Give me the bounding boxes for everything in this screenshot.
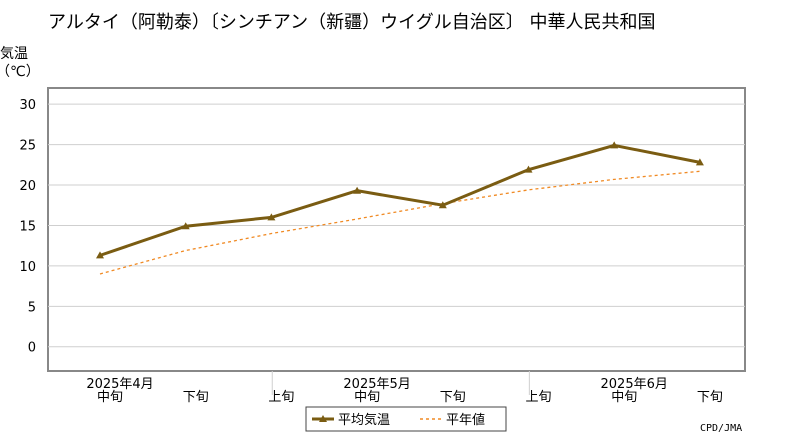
legend: 平均気温 平年値 <box>305 406 507 432</box>
x-axis-ticks: 中旬 下旬 上旬 中旬 下旬 上旬 中旬 下旬 2025年4月 2025年5月 2025年6月 <box>86 371 723 405</box>
x-tick-label: 上旬 <box>268 390 294 405</box>
data-point-avg <box>181 222 190 230</box>
x-tick-label: 下旬 <box>440 390 466 405</box>
grid <box>48 103 745 348</box>
legend-box <box>305 406 507 432</box>
x-tick-label: 中旬 <box>354 390 380 405</box>
chart-title: アルタイ（阿勒泰）〔シンチアン（新疆）ウイグル自治区〕 中華人民共和国 <box>48 12 655 33</box>
plot-frame <box>47 87 746 372</box>
y-axis-label: 気温 <box>0 46 28 62</box>
data-point-avg <box>438 201 447 209</box>
legend-label-avg: 平均気温 <box>338 412 390 428</box>
x-tick-label: 下旬 <box>697 390 723 405</box>
y-tick-label: 15 <box>19 219 36 234</box>
data-point-avg <box>267 213 276 221</box>
series-line-avg <box>99 143 701 257</box>
y-axis-unit: （℃） <box>0 64 40 80</box>
data-point-avg <box>524 165 533 173</box>
data-point-avg <box>96 251 104 259</box>
y-tick-label: 5 <box>28 300 36 315</box>
y-tick-label: 10 <box>19 260 36 275</box>
y-axis-ticks: 0 5 10 15 20 25 30 <box>19 98 36 356</box>
y-tick-label: 30 <box>19 98 36 113</box>
legend-label-normal: 平年値 <box>446 412 485 428</box>
data-point-avg <box>695 158 704 166</box>
month-label: 2025年5月 <box>343 377 410 392</box>
x-tick-label: 中旬 <box>97 390 123 405</box>
series-line-normal <box>99 170 700 275</box>
x-tick-label: 中旬 <box>611 390 637 405</box>
month-label: 2025年6月 <box>601 377 668 392</box>
month-label: 2025年4月 <box>86 377 153 392</box>
x-tick-label: 下旬 <box>183 390 209 405</box>
credit: CPD/JMA <box>700 423 742 434</box>
y-tick-label: 25 <box>19 139 36 154</box>
data-point-avg <box>353 186 362 194</box>
y-tick-label: 0 <box>28 341 36 356</box>
series-layer <box>96 141 704 275</box>
x-tick-label: 上旬 <box>525 390 551 405</box>
legend-marker-avg <box>319 415 327 422</box>
y-tick-label: 20 <box>19 179 36 194</box>
data-point-avg <box>610 141 619 149</box>
